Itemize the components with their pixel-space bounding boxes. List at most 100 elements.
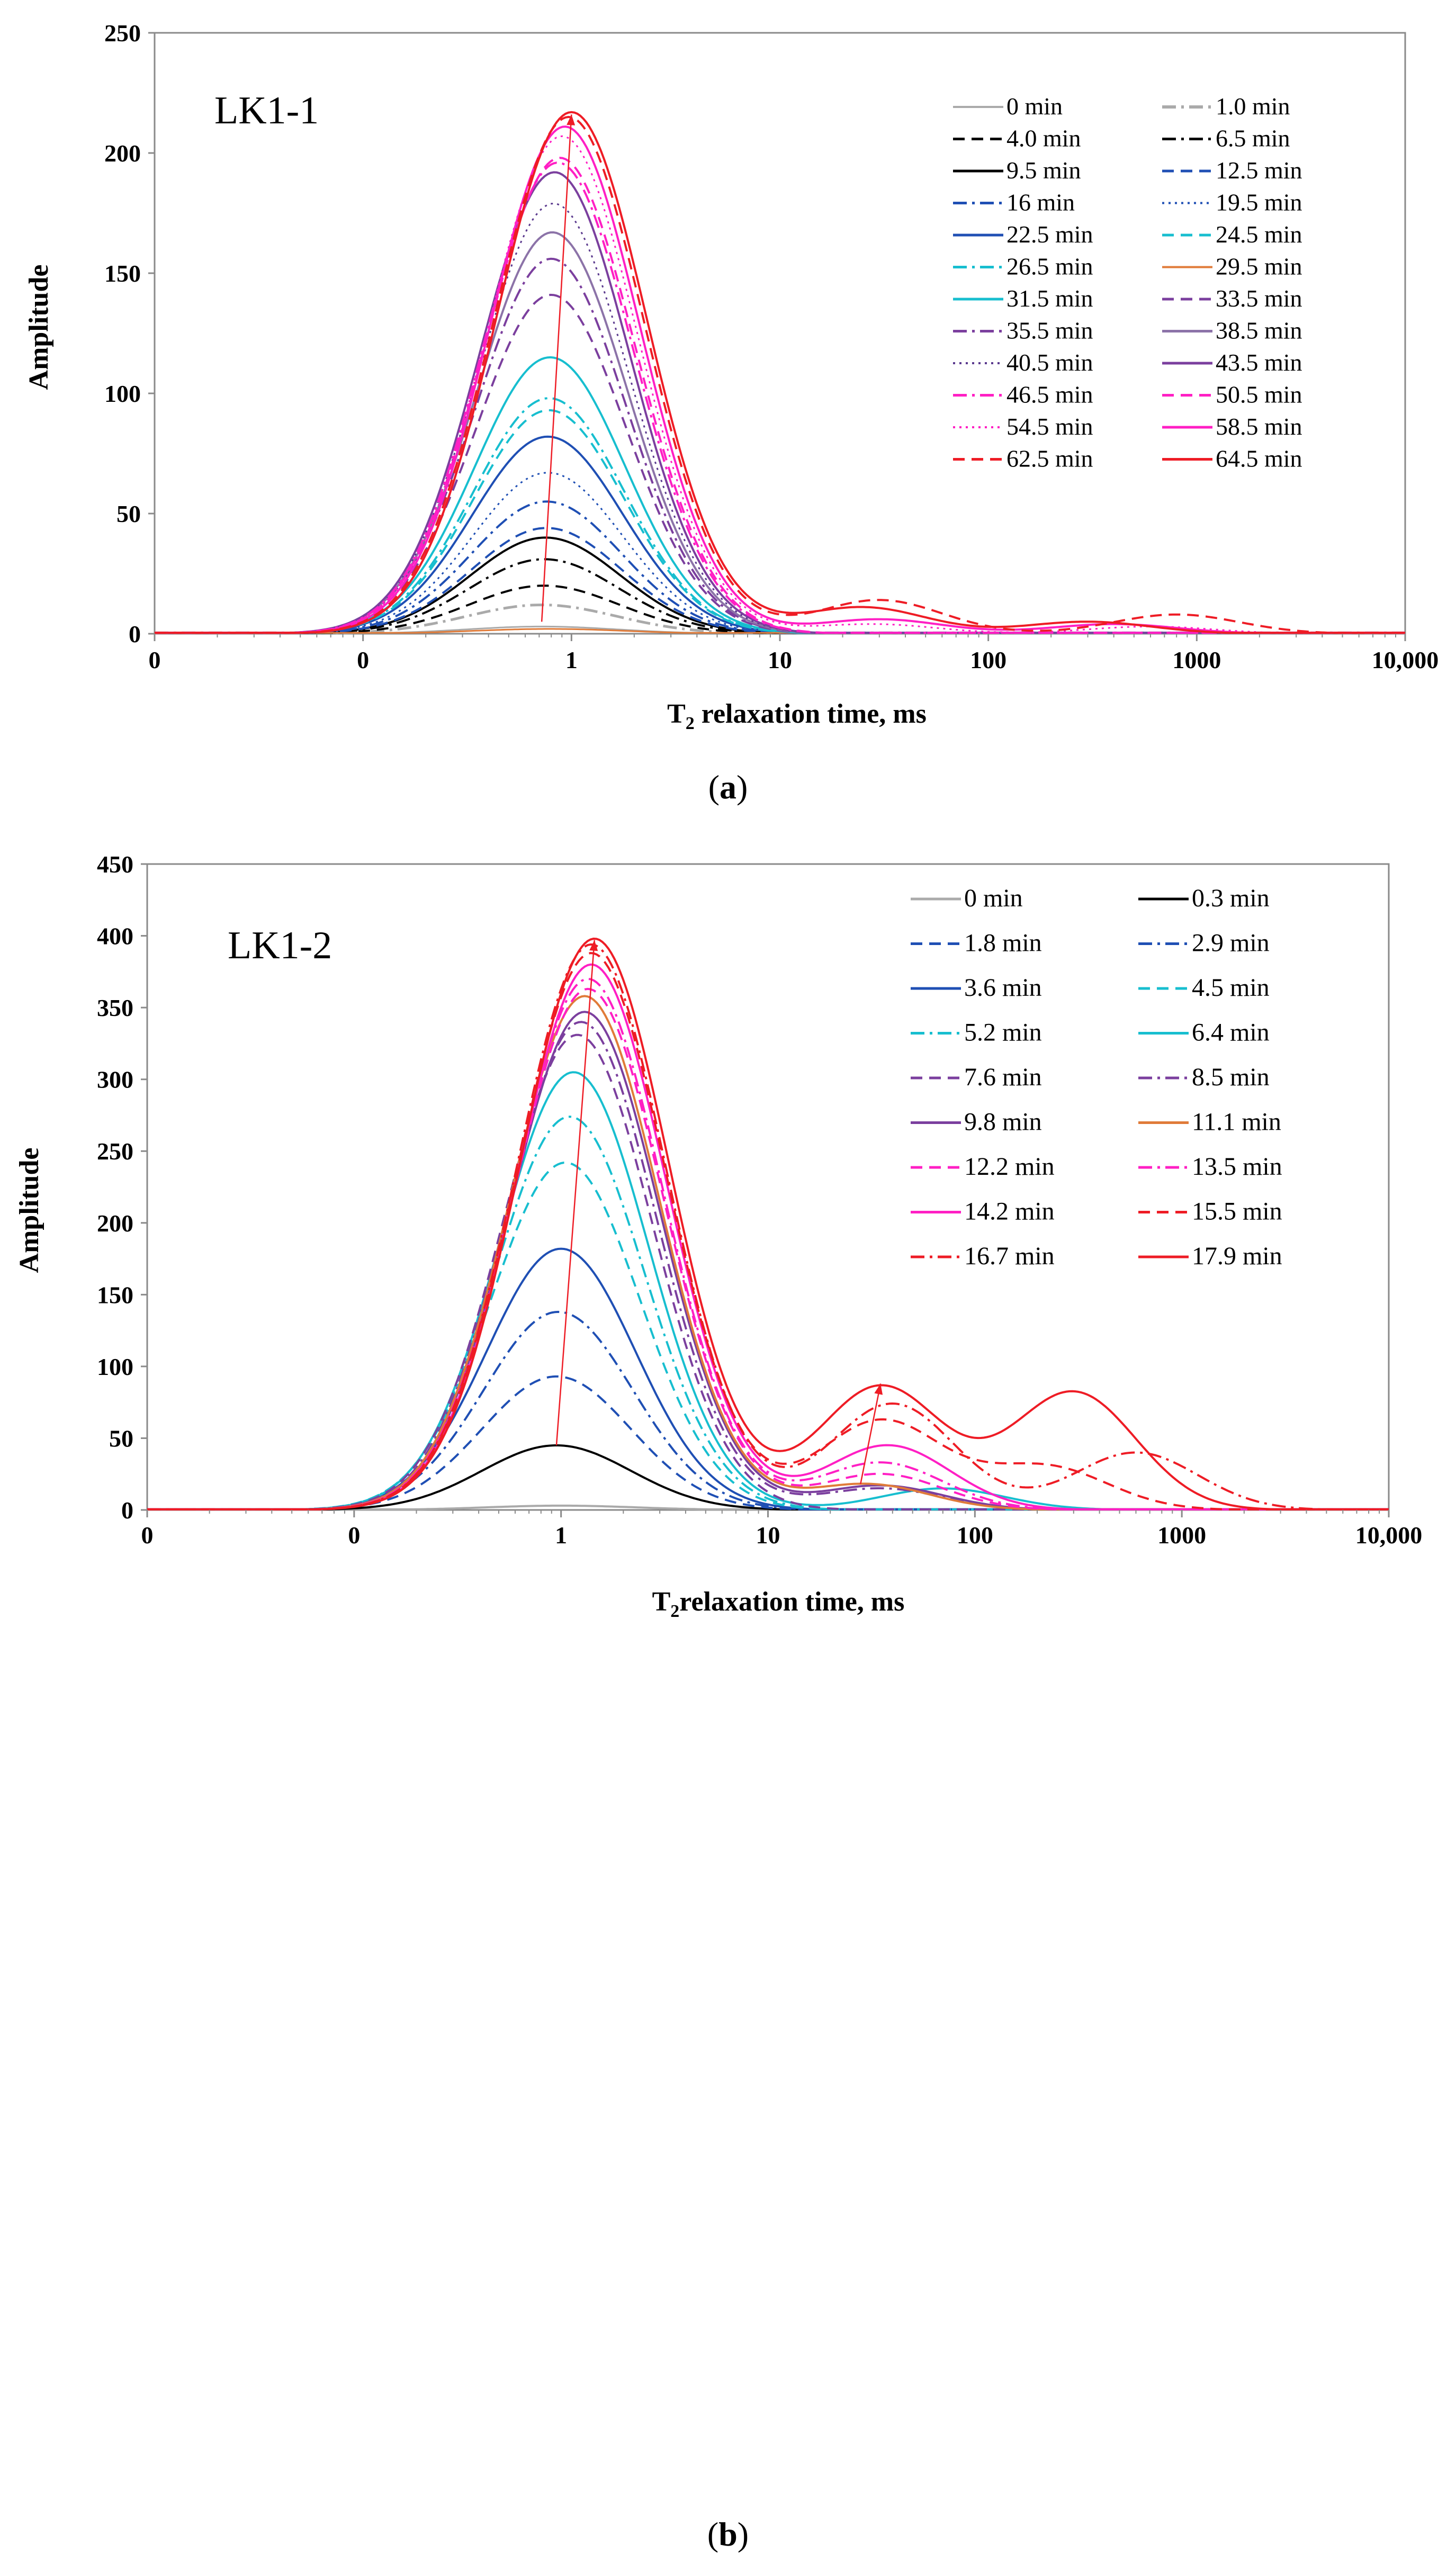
x-tick-label: 10 [768,646,792,673]
legend-label: 58.5 min [1216,413,1302,440]
y-tick-label: 250 [104,20,141,47]
legend-label: 13.5 min [1192,1153,1282,1181]
series-line-64-5-min [155,111,1405,634]
legend-item: 17.9 min [1138,1242,1282,1270]
y-tick-label: 300 [97,1066,133,1093]
series-line-54-5-min [155,135,1405,634]
legend-label: 0.3 min [1192,884,1270,912]
x-tick-label: 100 [957,1522,993,1549]
legend-item: 29.5 min [1162,253,1302,280]
legend-item: 8.5 min [1138,1063,1270,1091]
series-line-8-5-min [147,1021,1389,1510]
legend-item: 11.1 min [1138,1108,1281,1136]
legend-label: 14.2 min [964,1198,1055,1226]
legend-item: 43.5 min [1162,349,1302,376]
series-line-13-5-min [147,977,1389,1510]
x-tick-label: 1000 [1157,1522,1206,1549]
legend-label: 5.2 min [964,1019,1042,1047]
plot-area [146,863,1390,1511]
legend-item: 16.7 min [911,1242,1055,1270]
legend-label: 54.5 min [1006,413,1093,440]
legend-item: 15.5 min [1138,1198,1282,1226]
trend-arrow [860,1383,882,1485]
y-tick-label: 0 [121,1497,133,1524]
legend-label: 22.5 min [1006,221,1093,248]
legend-label: 12.2 min [964,1153,1055,1181]
figure-a: 0 50 100 150 200 250 0 0 1 10 100 1000 10,000 LK1-1 … [0,0,1456,806]
legend-label: 1.0 min [1216,93,1290,120]
legend-label: 24.5 min [1216,221,1302,248]
legend-label: 12.5 min [1216,157,1302,184]
y-tick-label: 100 [104,380,141,407]
legend-item: 12.5 min [1162,157,1302,184]
x-tick-label: 100 [970,646,1006,673]
legend-item: 1.8 min [911,929,1042,957]
y-tick-label: 0 [129,620,141,648]
legend-item: 6.5 min [1162,125,1290,152]
series-line-9-5-min [155,536,1405,634]
y-axis-label: Amplitude [24,265,54,390]
legend-item: 7.6 min [911,1063,1042,1091]
panel-label: LK1-2 [228,924,332,967]
legend-item: 4.0 min [953,125,1081,152]
legend-label: 31.5 min [1006,285,1093,312]
legend-label: 0 min [964,884,1023,912]
legend-label: 2.9 min [1192,929,1270,957]
legend-item: 38.5 min [1162,317,1302,344]
y-tick-label: 150 [97,1281,133,1308]
caption-a: (a) [708,768,748,806]
series-line-5-2-min [147,1116,1389,1510]
x-tick-label: 10 [756,1522,780,1549]
y-tick-label: 150 [104,260,141,287]
legend-label: 26.5 min [1006,253,1093,280]
x-tick-label: 10,000 [1372,646,1439,673]
legend-label: 16.7 min [964,1242,1055,1270]
legend-item: 4.5 min [1138,974,1270,1002]
legend-label: 9.8 min [964,1108,1042,1136]
series-line-16-min [155,500,1405,634]
y-tick-label: 50 [116,500,141,527]
x-tick-label: 1 [565,646,578,673]
y-tick-label: 350 [97,994,133,1021]
y-axis-label: Amplitude [14,1148,44,1273]
legend-item: 2.9 min [1138,929,1270,957]
legend-label: 33.5 min [1216,285,1302,312]
trend-arrow [541,114,572,622]
series-line-3-6-min [147,1247,1389,1510]
legend-item: 19.5 min [1162,189,1302,216]
legend-item: 0 min [953,93,1063,120]
series-line-58-5-min [155,125,1405,634]
y-tick-label: 50 [109,1425,133,1452]
legend-item: 5.2 min [911,1019,1042,1047]
legend: 0 min 0.3 min 1.8 min 2.9 min 3.6 min 4.5 min… [911,884,1282,1270]
legend-label: 11.1 min [1192,1108,1281,1136]
legend-label: 6.5 min [1216,125,1290,152]
legend-label: 16 min [1006,189,1075,216]
x-tick-label: 0 [357,646,369,673]
legend-item: 35.5 min [953,317,1093,344]
series-group [147,938,1389,1510]
series-line-16-7-min [147,943,1389,1510]
legend-label: 9.5 min [1006,157,1081,184]
plot-frame [146,863,1390,1511]
legend-item: 9.8 min [911,1108,1042,1136]
legend-item: 26.5 min [953,253,1093,280]
series-line-1-8-min [147,1375,1389,1510]
legend-label: 3.6 min [964,974,1042,1002]
panel-label: LK1-1 [214,89,319,132]
x-tick-label: 10,000 [1355,1522,1423,1549]
series-line-17-9-min [147,938,1389,1510]
series-line-6-4-min [147,1071,1389,1510]
x-tick-label: 0 [149,646,161,673]
legend-label: 7.6 min [964,1063,1042,1091]
legend-label: 1.8 min [964,929,1042,957]
trend-arrow [555,940,595,1446]
legend-item: 22.5 min [953,221,1093,248]
legend-label: 43.5 min [1216,349,1302,376]
legend-label: 8.5 min [1192,1063,1270,1091]
legend-label: 4.0 min [1006,125,1081,152]
legend-label: 64.5 min [1216,445,1302,472]
legend-item: 46.5 min [953,381,1093,408]
